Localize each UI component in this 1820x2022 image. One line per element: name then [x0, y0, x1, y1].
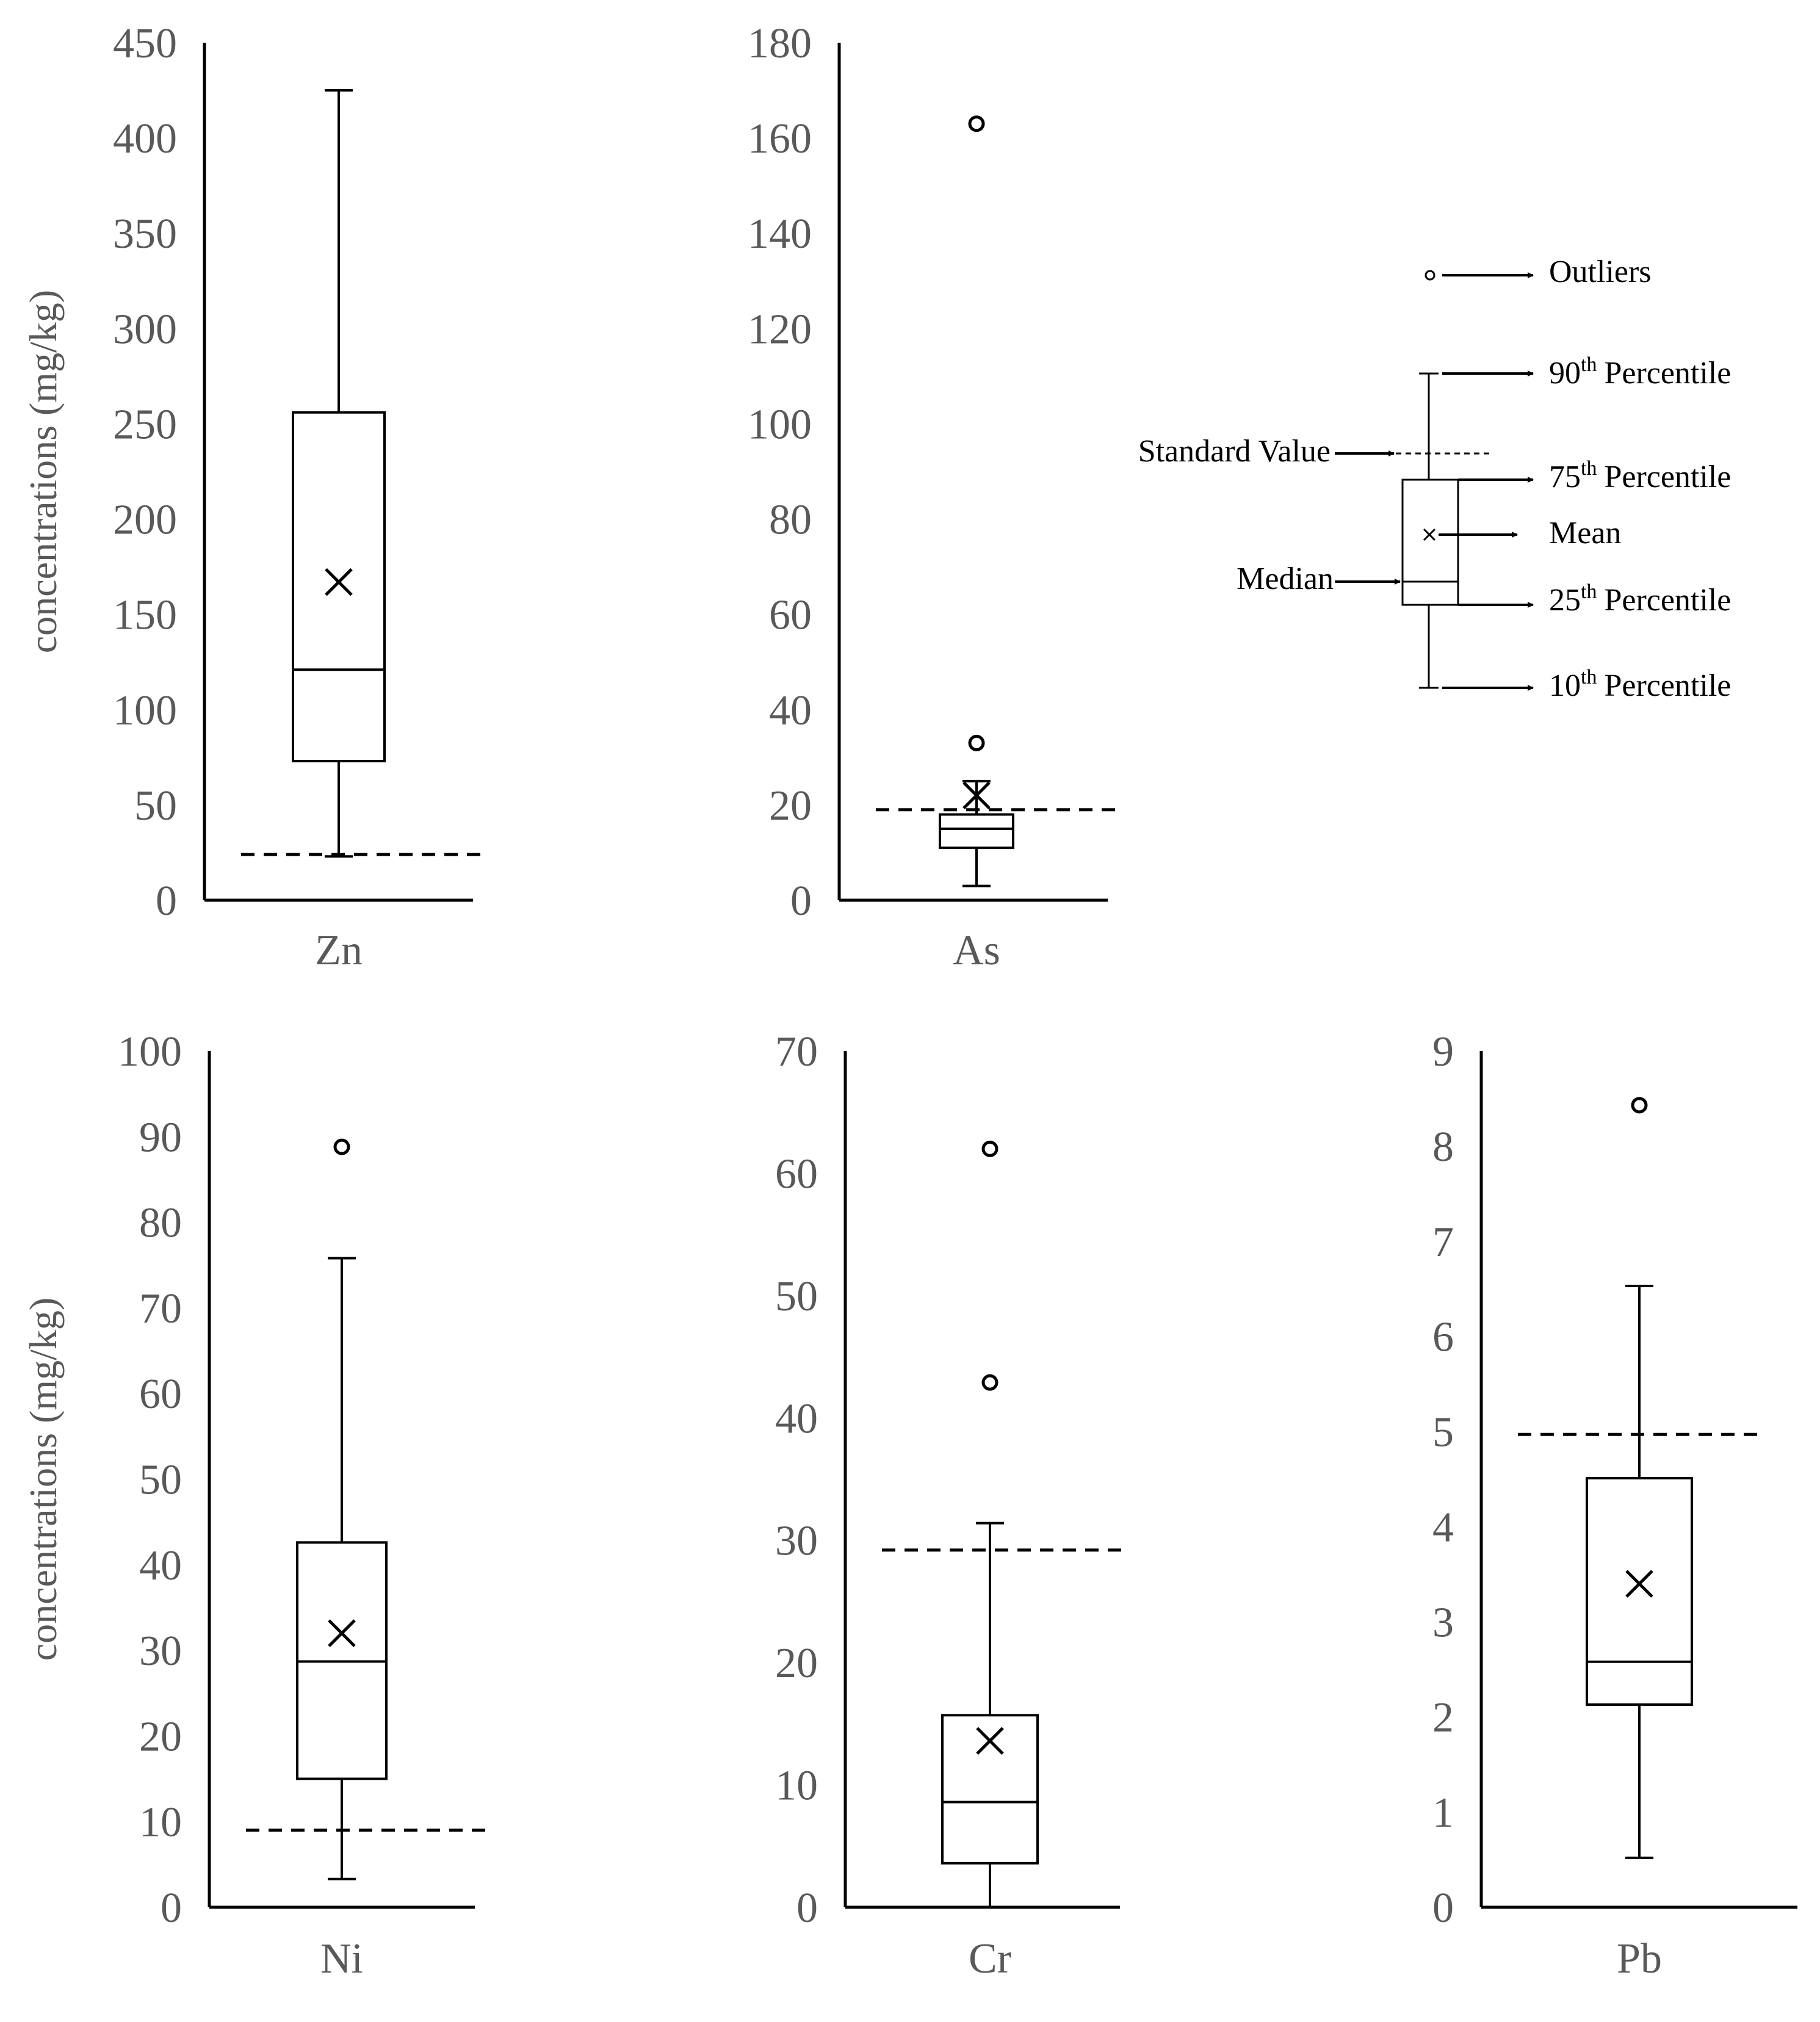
mean-marker-stroke — [962, 781, 991, 810]
mean-marker-stroke — [328, 1619, 356, 1647]
tick-label-ni-4: 40 — [139, 1542, 182, 1589]
legend-outlier-marker — [1425, 270, 1435, 281]
legend-label-standard-value: Standard Value — [1138, 434, 1331, 469]
mean-marker-pb — [1625, 1570, 1653, 1598]
tick-label-pb-7: 7 — [1432, 1219, 1454, 1266]
tick-label-ni-0: 0 — [161, 1885, 182, 1932]
legend-label-mean: Mean — [1549, 516, 1621, 551]
tick-label-cr-7: 70 — [775, 1028, 818, 1075]
tick-label-ni-6: 60 — [139, 1371, 182, 1418]
tick-label-cr-3: 30 — [775, 1518, 818, 1565]
panel-pb: 0 1 2 3 4 5 6 7 8 9 Pb — [1432, 1028, 1797, 1982]
mean-marker-as — [962, 781, 991, 810]
mean-marker-stroke — [1625, 1570, 1653, 1598]
tick-label-as-3: 60 — [769, 592, 812, 639]
mean-marker-stroke — [976, 1727, 1004, 1755]
legend-labels: Outliers 90th Percentile 75th Percentile M… — [1138, 255, 1732, 703]
tick-label-zn-2: 100 — [113, 687, 177, 734]
tick-label-as-2: 40 — [769, 687, 812, 734]
tick-label-pb-0: 0 — [1432, 1885, 1454, 1932]
outlier-as-1 — [968, 115, 985, 132]
y-axis-title-zn: concentrations (mg/kg) — [21, 290, 65, 653]
mean-marker-zn — [325, 568, 353, 596]
category-label-as: As — [953, 927, 1000, 974]
tick-label-ni-5: 50 — [139, 1457, 182, 1504]
mean-marker-ni — [328, 1619, 356, 1647]
tick-label-zn-9: 450 — [113, 20, 177, 67]
box-as — [939, 813, 1014, 850]
tick-label-as-9: 180 — [748, 20, 812, 67]
box-pb — [1586, 1476, 1693, 1706]
tick-label-ni-3: 30 — [139, 1628, 182, 1675]
panel-zn: 0 50 100 150 200 250 300 350 400 450 Zn concentrati… — [21, 20, 482, 974]
box-zn — [292, 411, 386, 763]
tick-label-cr-4: 40 — [775, 1395, 818, 1442]
tick-label-ni-10: 100 — [118, 1028, 182, 1075]
legend-label-median: Median — [1237, 561, 1334, 596]
tick-label-zn-4: 200 — [113, 497, 177, 544]
tick-label-as-8: 160 — [748, 115, 812, 162]
tick-label-pb-3: 3 — [1432, 1599, 1454, 1646]
mean-marker-cr — [976, 1727, 1004, 1755]
legend-label-outliers: Outliers — [1549, 255, 1652, 289]
category-label-zn: Zn — [315, 927, 363, 974]
tick-label-ni-2: 20 — [139, 1713, 182, 1760]
tick-label-cr-0: 0 — [796, 1885, 818, 1932]
panel-ni: 0 10 20 30 40 50 60 70 80 90 100 Ni concentrations (… — [21, 1028, 485, 1982]
tick-label-pb-5: 5 — [1432, 1409, 1454, 1456]
tick-label-as-4: 80 — [769, 497, 812, 544]
tick-label-cr-2: 20 — [775, 1640, 818, 1687]
tick-label-pb-6: 6 — [1432, 1314, 1454, 1361]
tick-label-as-1: 20 — [769, 782, 812, 829]
category-label-ni: Ni — [320, 1935, 363, 1982]
tick-label-zn-7: 350 — [113, 211, 177, 258]
tick-label-cr-6: 60 — [775, 1150, 818, 1197]
legend-label-p10: 10th Percentile — [1549, 666, 1731, 703]
outlier-as-0 — [968, 734, 985, 751]
legend-mean-marker — [1423, 528, 1436, 541]
tick-label-zn-6: 300 — [113, 306, 177, 353]
tick-label-zn-3: 150 — [113, 592, 177, 639]
tick-label-zn-0: 0 — [156, 878, 177, 925]
tick-label-ni-8: 80 — [139, 1200, 182, 1247]
tick-label-as-6: 120 — [748, 306, 812, 353]
tick-label-cr-1: 10 — [775, 1763, 818, 1810]
tick-label-as-0: 0 — [790, 878, 812, 925]
outlier-cr-0 — [981, 1374, 998, 1391]
panel-cr: 0 10 20 30 40 50 60 70 Cr — [775, 1028, 1123, 1982]
tick-label-zn-1: 50 — [134, 782, 177, 829]
tick-label-ni-7: 70 — [139, 1285, 182, 1332]
tick-label-zn-8: 400 — [113, 115, 177, 162]
legend-label-p25: 25th Percentile — [1549, 580, 1731, 618]
legend-box — [1401, 478, 1459, 606]
legend-label-p90: 90th Percentile — [1549, 353, 1731, 391]
box-cr — [941, 1714, 1039, 1865]
tick-label-ni-1: 10 — [139, 1799, 182, 1846]
outlier-ni-0 — [333, 1138, 350, 1155]
tick-label-zn-5: 250 — [113, 401, 177, 448]
tick-label-as-5: 100 — [748, 401, 812, 448]
legend — [1335, 270, 1534, 691]
outlier-pb-0 — [1631, 1097, 1648, 1114]
tick-label-pb-2: 2 — [1432, 1694, 1454, 1741]
category-label-cr: Cr — [969, 1935, 1011, 1982]
y-axis-title-ni: concentrations (mg/kg) — [21, 1298, 65, 1661]
mean-marker-stroke — [325, 568, 353, 596]
tick-label-pb-9: 9 — [1432, 1028, 1454, 1075]
tick-label-pb-1: 1 — [1432, 1789, 1454, 1836]
panel-as: 0 20 40 60 80 100 120 140 160 180 As — [748, 20, 1120, 974]
tick-label-ni-9: 90 — [139, 1114, 182, 1161]
tick-label-pb-4: 4 — [1432, 1504, 1454, 1551]
tick-label-pb-8: 8 — [1432, 1124, 1454, 1171]
tick-label-as-7: 140 — [748, 211, 812, 258]
legend-label-p75: 75th Percentile — [1549, 457, 1731, 494]
category-label-pb: Pb — [1617, 1935, 1662, 1982]
tick-label-cr-5: 50 — [775, 1273, 818, 1320]
outlier-cr-1 — [981, 1140, 998, 1157]
